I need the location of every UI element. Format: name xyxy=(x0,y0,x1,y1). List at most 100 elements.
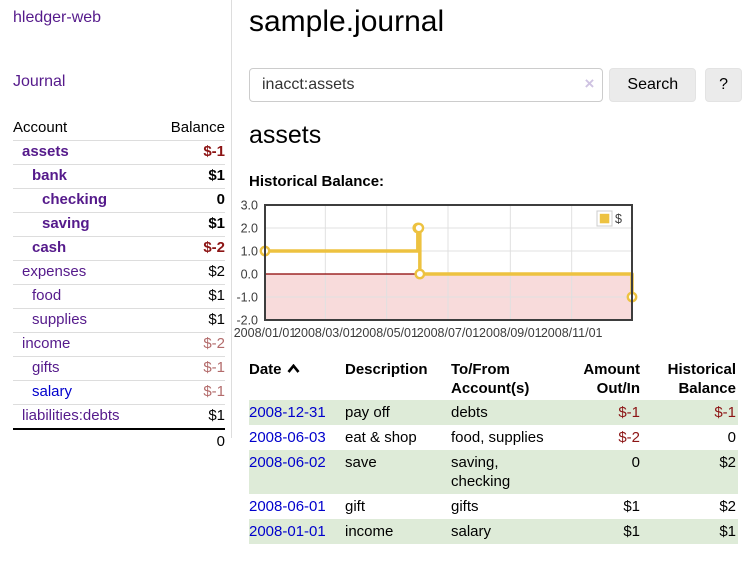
account-balance: $-2 xyxy=(153,236,225,261)
transactions-header-row: Date Description To/From Account(s) Amou… xyxy=(249,358,738,400)
transaction-row: 2008-01-01 income salary $1 $1 xyxy=(249,519,738,544)
accounts-header-row: Account Balance xyxy=(13,117,225,141)
svg-text:3.0: 3.0 xyxy=(241,199,258,213)
transaction-amount: $1 xyxy=(623,523,640,540)
svg-text:1.0: 1.0 xyxy=(241,245,258,259)
accounts-total-row: 0 xyxy=(13,428,225,454)
transaction-row: 2008-06-01 gift gifts $1 $2 xyxy=(249,494,738,519)
account-link-income[interactable]: income xyxy=(22,335,71,352)
search-button[interactable]: Search xyxy=(609,68,697,102)
svg-text:2008/05/01: 2008/05/01 xyxy=(355,326,418,340)
svg-text:$: $ xyxy=(615,212,622,226)
account-row: cash $-2 xyxy=(13,236,225,261)
account-row: salary $-1 xyxy=(13,380,225,405)
accounts-total-value: 0 xyxy=(153,428,225,454)
transaction-date-link[interactable]: 2008-06-01 xyxy=(249,498,326,515)
svg-text:-2.0: -2.0 xyxy=(236,314,258,328)
account-balance: $1 xyxy=(153,308,225,333)
account-balance: $-1 xyxy=(153,380,225,405)
svg-text:2008/03/01: 2008/03/01 xyxy=(294,326,357,340)
account-row: expenses $2 xyxy=(13,260,225,285)
account-balance: $1 xyxy=(153,164,225,189)
search-input[interactable] xyxy=(249,68,604,102)
transaction-accounts: salary xyxy=(451,523,492,540)
transaction-balance: 0 xyxy=(727,429,736,446)
transaction-date-link[interactable]: 2008-01-01 xyxy=(249,523,326,540)
account-link-gifts[interactable]: gifts xyxy=(32,359,60,376)
transaction-amount: 0 xyxy=(631,454,640,471)
account-balance: $-1 xyxy=(153,140,225,165)
account-link-expenses[interactable]: expenses xyxy=(22,263,87,280)
transaction-accounts: saving, checking xyxy=(451,454,511,490)
balance-chart-svg: 3.0 2.0 1.0 0.0 -1.0 -2.02008/01/012008/03/01… xyxy=(234,199,638,340)
account-link-liabilities-debts[interactable]: liabilities:debts xyxy=(22,407,120,424)
transaction-balance: $-1 xyxy=(714,404,736,421)
transactions-table: Date Description To/From Account(s) Amou… xyxy=(249,358,738,544)
transaction-accounts: gifts xyxy=(451,498,479,515)
account-link-supplies[interactable]: supplies xyxy=(32,311,88,328)
header-date[interactable]: Date xyxy=(249,358,345,400)
svg-text:2.0: 2.0 xyxy=(241,222,258,236)
app-brand-link[interactable]: hledger-web xyxy=(13,9,102,26)
transaction-description: income xyxy=(345,523,394,540)
accounts-header-account: Account xyxy=(13,117,154,141)
svg-text:2008/11/01: 2008/11/01 xyxy=(541,326,603,340)
header-balance: Historical Balance xyxy=(667,361,736,397)
historical-balance-chart: 3.0 2.0 1.0 0.0 -1.0 -2.0 2008/01/01 2008/03/01… xyxy=(234,199,742,345)
account-heading: assets xyxy=(249,121,322,149)
transaction-description: pay off xyxy=(345,404,390,421)
svg-text:2008/07/01: 2008/07/01 xyxy=(417,326,480,340)
transaction-date-link[interactable]: 2008-12-31 xyxy=(249,404,326,421)
accounts-header-balance: Balance xyxy=(153,117,225,141)
transaction-description: save xyxy=(345,454,377,471)
transaction-accounts: food, supplies xyxy=(451,429,544,446)
svg-text:2008/09/01: 2008/09/01 xyxy=(479,326,542,340)
accounts-table: Account Balance assets $-1 bank $1 check… xyxy=(13,117,225,454)
sidebar-item-journal[interactable]: Journal xyxy=(13,73,66,90)
clear-search-icon[interactable]: × xyxy=(584,74,595,93)
account-row: income $-2 xyxy=(13,332,225,357)
account-link-checking[interactable]: checking xyxy=(42,191,108,208)
account-link-assets[interactable]: assets xyxy=(22,143,69,160)
header-amount: Amount Out/In xyxy=(583,361,640,397)
account-row: supplies $1 xyxy=(13,308,225,333)
transaction-description: gift xyxy=(345,498,366,515)
page-title: sample.journal xyxy=(249,5,445,38)
transaction-accounts: debts xyxy=(451,404,488,421)
account-row: food $1 xyxy=(13,284,225,309)
transaction-balance: $2 xyxy=(719,498,736,515)
account-balance: $-1 xyxy=(153,356,225,381)
account-row: saving $1 xyxy=(13,212,225,237)
sort-ascending-icon xyxy=(287,359,300,378)
account-link-food[interactable]: food xyxy=(32,287,62,304)
transaction-date-link[interactable]: 2008-06-03 xyxy=(249,429,326,446)
account-balance: $2 xyxy=(153,260,225,285)
main-content: sample.journal × Search ? assets Histori… xyxy=(234,0,742,544)
account-link-saving[interactable]: saving xyxy=(42,215,90,232)
transaction-amount: $-1 xyxy=(618,404,640,421)
transaction-amount: $1 xyxy=(623,498,640,515)
transaction-amount: $-2 xyxy=(618,429,640,446)
transaction-balance: $1 xyxy=(719,523,736,540)
header-accounts: To/From Account(s) xyxy=(451,361,530,397)
transaction-row: 2008-06-02 save saving, checking 0 $2 xyxy=(249,450,738,494)
transaction-balance: $2 xyxy=(719,454,736,471)
header-description: Description xyxy=(345,361,428,378)
account-row: bank $1 xyxy=(13,164,225,189)
account-link-cash[interactable]: cash xyxy=(32,239,67,256)
help-button[interactable]: ? xyxy=(705,68,742,102)
account-balance: $1 xyxy=(153,284,225,309)
account-link-bank[interactable]: bank xyxy=(32,167,68,184)
svg-text:2008/01/01: 2008/01/01 xyxy=(234,326,297,340)
account-row: checking 0 xyxy=(13,188,225,213)
account-balance: $1 xyxy=(153,212,225,237)
transaction-date-link[interactable]: 2008-06-02 xyxy=(249,454,326,471)
svg-text:0.0: 0.0 xyxy=(241,268,258,282)
account-row: liabilities:debts $1 xyxy=(13,405,225,430)
account-link-salary[interactable]: salary xyxy=(32,383,73,400)
search-form: × Search ? xyxy=(249,68,742,102)
account-balance: $1 xyxy=(208,407,225,424)
transaction-description: eat & shop xyxy=(345,429,417,446)
transaction-row: 2008-12-31 pay off debts $-1 $-1 xyxy=(249,400,738,425)
account-balance: $-2 xyxy=(153,332,225,357)
